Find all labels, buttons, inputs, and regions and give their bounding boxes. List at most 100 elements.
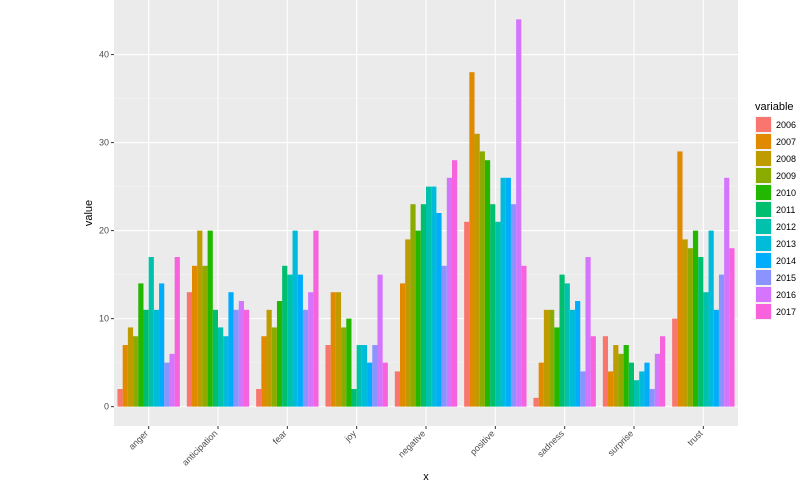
x-axis: anger anticipation fear joy negative positive… — [127, 426, 705, 468]
bar-positive-2016 — [516, 19, 522, 407]
bar-anger-2011 — [143, 309, 149, 407]
x-tick-label: sadness — [535, 428, 566, 459]
bar-anticipation-2015 — [233, 309, 239, 407]
bar-anticipation-2007 — [192, 265, 198, 407]
bar-joy-2007 — [330, 292, 336, 407]
legend-swatch-2007 — [756, 134, 771, 149]
bar-trust-2007 — [677, 151, 683, 407]
bar-trust-2014 — [713, 309, 719, 407]
x-tick-label: surprise — [606, 428, 636, 458]
bar-surprise-2010 — [623, 345, 629, 407]
y-tick-label: 30 — [99, 138, 109, 148]
bar-joy-2017 — [382, 362, 388, 407]
bar-surprise-2016 — [654, 353, 660, 407]
bar-surprise-2007 — [608, 371, 614, 407]
bar-anticipation-2012 — [218, 327, 224, 407]
bar-surprise-2017 — [660, 336, 666, 407]
bar-sadness-2017 — [590, 336, 596, 407]
bar-sadness-2008 — [543, 309, 550, 407]
bar-anger-2012 — [148, 257, 154, 407]
legend-label-2017: 2017 — [776, 307, 796, 317]
bar-negative-2011 — [420, 204, 426, 407]
bar-anticipation-2016 — [238, 301, 244, 407]
bar-anticipation-2008 — [197, 230, 203, 407]
bar-negative-2010 — [415, 230, 421, 407]
bar-trust-2013 — [708, 230, 714, 407]
legend-swatch-2016 — [756, 287, 771, 302]
bar-joy-2014 — [367, 362, 373, 407]
x-tick-label: anticipation — [180, 428, 219, 467]
bar-anger-2010 — [138, 283, 144, 407]
bar-positive-2008 — [474, 133, 480, 407]
bar-negative-2013 — [431, 186, 437, 407]
bar-trust-2006 — [672, 318, 678, 407]
bar-surprise-2006 — [602, 336, 608, 407]
bar-sadness-2012 — [564, 283, 570, 407]
bar-positive-2017 — [521, 265, 527, 407]
bar-negative-2016 — [446, 177, 452, 407]
bar-fear-2008 — [266, 309, 272, 407]
bar-sadness-2007 — [538, 362, 544, 407]
legend-title: variable — [755, 101, 794, 113]
bar-negative-2008 — [405, 239, 411, 407]
bar-joy-2012 — [356, 345, 362, 407]
bar-joy-2010 — [346, 318, 352, 407]
bar-anger-2009 — [133, 336, 139, 407]
bar-positive-2015 — [510, 204, 517, 407]
x-tick-label: joy — [342, 428, 358, 444]
bar-surprise-2014 — [644, 362, 650, 407]
legend-swatch-2010 — [756, 185, 771, 200]
bar-anticipation-2010 — [207, 230, 213, 407]
y-axis-title: value — [83, 200, 95, 226]
x-tick-label: fear — [271, 428, 289, 446]
x-axis-title: x — [423, 471, 429, 480]
bar-negative-2017 — [452, 160, 458, 407]
bar-negative-2014 — [436, 213, 442, 407]
bar-joy-2011 — [351, 389, 357, 407]
bar-anger-2017 — [174, 257, 180, 407]
bar-fear-2015 — [302, 309, 309, 407]
y-tick-label: 0 — [104, 402, 109, 412]
x-tick-label: anger — [127, 428, 150, 451]
bar-anticipation-2011 — [212, 309, 218, 407]
bar-positive-2007 — [469, 72, 475, 407]
bar-anger-2013 — [153, 309, 160, 407]
bar-surprise-2015 — [649, 389, 655, 407]
bar-sadness-2013 — [569, 309, 576, 407]
y-tick-label: 20 — [99, 226, 109, 236]
bar-surprise-2012 — [634, 380, 640, 407]
bar-negative-2015 — [441, 265, 447, 407]
bar-fear-2010 — [276, 301, 283, 407]
legend-label-2009: 2009 — [776, 171, 796, 181]
bar-fear-2006 — [256, 389, 262, 407]
bar-fear-2009 — [271, 327, 277, 407]
bar-trust-2016 — [724, 177, 730, 407]
legend-swatch-2006 — [756, 117, 771, 132]
bar-sadness-2009 — [549, 309, 555, 407]
bar-negative-2006 — [394, 371, 400, 407]
x-tick-label: positive — [468, 428, 497, 457]
bar-fear-2011 — [282, 265, 288, 407]
bar-trust-2009 — [687, 248, 693, 407]
bar-sadness-2015 — [580, 371, 586, 407]
bar-positive-2011 — [490, 204, 496, 407]
y-tick-label: 40 — [99, 50, 109, 60]
bar-fear-2014 — [297, 274, 303, 407]
legend-label-2006: 2006 — [776, 120, 796, 130]
bar-negative-2012 — [426, 186, 432, 407]
bar-trust-2011 — [698, 257, 704, 407]
bar-joy-2013 — [361, 345, 368, 407]
legend-swatch-2011 — [756, 202, 771, 217]
x-tick-label: trust — [685, 428, 705, 448]
bar-anger-2016 — [169, 353, 175, 407]
bar-sadness-2010 — [554, 327, 560, 407]
bar-anger-2015 — [164, 362, 170, 407]
legend: variable 2006 2007 2008 2009 2010 2011 2012 201… — [755, 101, 796, 320]
legend-label-2016: 2016 — [776, 290, 796, 300]
y-axis: 0 10 20 30 40 — [99, 50, 114, 412]
legend-label-2007: 2007 — [776, 137, 796, 147]
bar-surprise-2009 — [618, 353, 624, 407]
bar-anticipation-2013 — [223, 336, 229, 407]
bar-positive-2009 — [479, 151, 485, 407]
y-tick-label: 10 — [99, 314, 109, 324]
